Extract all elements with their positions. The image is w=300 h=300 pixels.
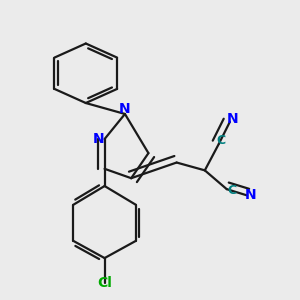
Text: N: N bbox=[119, 102, 131, 116]
Text: N: N bbox=[227, 112, 239, 126]
Text: N: N bbox=[244, 188, 256, 203]
Text: N: N bbox=[92, 132, 104, 146]
Text: C: C bbox=[227, 184, 236, 197]
Text: C: C bbox=[216, 134, 225, 147]
Text: Cl: Cl bbox=[97, 276, 112, 290]
